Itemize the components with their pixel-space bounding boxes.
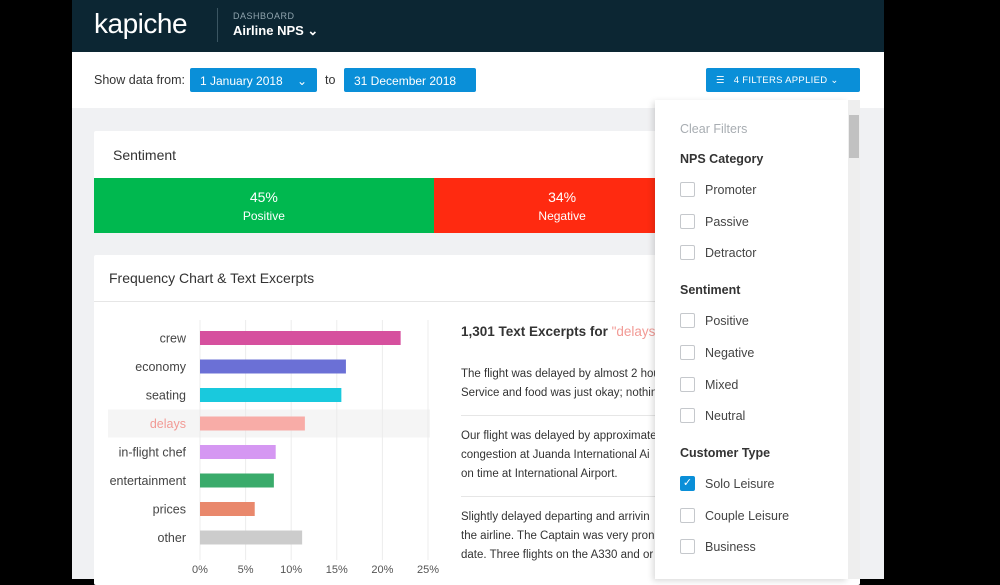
bar[interactable] — [200, 388, 342, 402]
filter-group-title: Customer Type — [680, 445, 771, 460]
excerpt-line: The flight was delayed by almost 2 hou — [461, 368, 660, 380]
bar[interactable] — [200, 359, 346, 374]
filter-option[interactable]: Couple Leisure — [705, 508, 790, 523]
sentiment-segment[interactable]: 45% Positive — [94, 178, 434, 233]
excerpts-title: 1,301 Text Excerpts for "delays — [461, 324, 655, 339]
x-tick-label: 5% — [238, 564, 254, 576]
excerpt[interactable]: Our flight was delayed by approximate con… — [461, 427, 761, 484]
category-label[interactable]: in-flight chef — [119, 446, 187, 460]
category-label[interactable]: entertainment — [110, 474, 187, 488]
logo[interactable]: kapiche — [94, 8, 188, 39]
filter-option[interactable]: Passive — [705, 214, 749, 229]
scroll-thumb[interactable] — [849, 115, 859, 158]
excerpt-line: congestion at Juanda International Ai — [461, 449, 650, 461]
check-mark: ✓ — [682, 476, 693, 489]
frequency-chart: 0% 5% 10% 15% 20% 25% crew economy seating delays… — [108, 320, 439, 576]
dashboard-name: Airline NPS — [233, 23, 304, 38]
to-label: to — [325, 73, 336, 87]
excerpt-line: the airline. The Captain was very pron — [461, 530, 655, 542]
sentiment-percent: 45% — [249, 189, 278, 205]
frequency-title: Frequency Chart & Text Excerpts — [109, 270, 315, 286]
sentiment-segment[interactable]: 34% Negative — [433, 178, 691, 233]
scrollbar[interactable] — [848, 100, 860, 579]
date-to-text: 31 December 2018 — [354, 74, 457, 88]
excerpt[interactable]: The flight was delayed by almost 2 hou Se… — [461, 365, 761, 403]
category-label[interactable]: seating — [146, 389, 186, 403]
checkbox[interactable]: ✓ — [680, 475, 695, 491]
excerpt[interactable]: Slightly delayed departing and arrivin th… — [461, 508, 761, 565]
dashboard-selector[interactable]: Airline NPS ⌄ — [233, 23, 319, 38]
x-tick-label: 15% — [326, 564, 348, 576]
checkbox[interactable] — [680, 313, 695, 329]
category-label[interactable]: economy — [135, 360, 186, 374]
filter-option[interactable]: Positive — [705, 314, 749, 329]
date-from-text: 1 January 2018 — [200, 74, 283, 88]
filters-text: 4 FILTERS APPLIED — [733, 75, 828, 86]
checkbox[interactable] — [680, 507, 695, 523]
bar[interactable] — [200, 445, 276, 459]
sentiment-name: Negative — [538, 209, 586, 223]
category-label[interactable]: crew — [160, 332, 187, 346]
bar[interactable] — [200, 473, 274, 488]
filter-option[interactable]: Negative — [705, 345, 755, 360]
checkbox[interactable] — [680, 408, 695, 424]
filter-option[interactable]: Business — [705, 540, 756, 555]
bar[interactable] — [200, 530, 303, 545]
sentiment-title: Sentiment — [113, 147, 177, 163]
separator — [461, 415, 761, 416]
date-to[interactable]: 31 December 2018 ⌄ — [344, 68, 476, 102]
excerpt-line: Our flight was delayed by approximate — [461, 430, 657, 442]
clear-filters[interactable]: Clear Filters — [680, 122, 748, 136]
checkbox[interactable] — [680, 213, 695, 229]
category-label[interactable]: prices — [153, 503, 186, 517]
section-label: DASHBOARD — [233, 11, 295, 21]
divider — [217, 8, 218, 42]
filter-group-title: Sentiment — [680, 283, 741, 298]
x-tick-label: 20% — [371, 564, 393, 576]
separator — [461, 496, 761, 497]
sentiment-percent: 34% — [548, 189, 577, 205]
checkbox[interactable] — [680, 539, 695, 555]
x-tick-label: 10% — [280, 564, 302, 576]
filter-option[interactable]: Neutral — [705, 409, 746, 424]
excerpts-count: 1,301 Text Excerpts for — [461, 324, 608, 339]
toolbar: Show data from: 1 January 2018 ⌄ to 31 De… — [72, 52, 884, 108]
filters-button[interactable]: ☰ 4 FILTERS APPLIED ⌄ — [706, 68, 860, 92]
checkbox[interactable] — [680, 344, 695, 360]
x-tick-label: 0% — [192, 564, 208, 576]
filter-panel: Clear Filters NPS Category Promoter Passiv… — [655, 100, 848, 579]
bar[interactable] — [200, 331, 401, 345]
checkbox[interactable] — [680, 182, 695, 197]
excerpt-line: date. Three flights on the A330 and or — [461, 549, 654, 561]
checkbox[interactable] — [680, 245, 695, 261]
excerpt-line: on time at International Airport. — [461, 468, 618, 480]
excerpts-term: "delays — [611, 324, 656, 339]
category-label[interactable]: other — [158, 531, 187, 545]
bar[interactable] — [200, 502, 255, 516]
date-from[interactable]: 1 January 2018 ⌄ — [190, 68, 317, 92]
x-tick-label: 25% — [417, 564, 439, 576]
excerpt-line: Slightly delayed departing and arrivin — [461, 511, 650, 523]
sentiment-name: Positive — [242, 209, 285, 223]
excerpt-line: Service and food was just okay; nothin — [461, 387, 658, 399]
bar[interactable] — [200, 416, 305, 431]
category-label[interactable]: delays — [150, 417, 186, 431]
header: kapiche DASHBOARD Airline NPS ⌄ — [72, 0, 884, 52]
filter-option[interactable]: Promoter — [705, 183, 757, 197]
filter-option[interactable]: Detractor — [705, 246, 757, 261]
sentiment-bar: 45% Positive 34% Negative — [94, 178, 849, 233]
separator — [94, 301, 860, 302]
checkbox[interactable] — [680, 376, 695, 392]
filter-option[interactable]: Mixed — [705, 377, 739, 392]
show-label: Show data from: — [94, 73, 186, 87]
filter-group-title: NPS Category — [680, 152, 764, 166]
filter-option[interactable]: Solo Leisure — [705, 476, 775, 491]
